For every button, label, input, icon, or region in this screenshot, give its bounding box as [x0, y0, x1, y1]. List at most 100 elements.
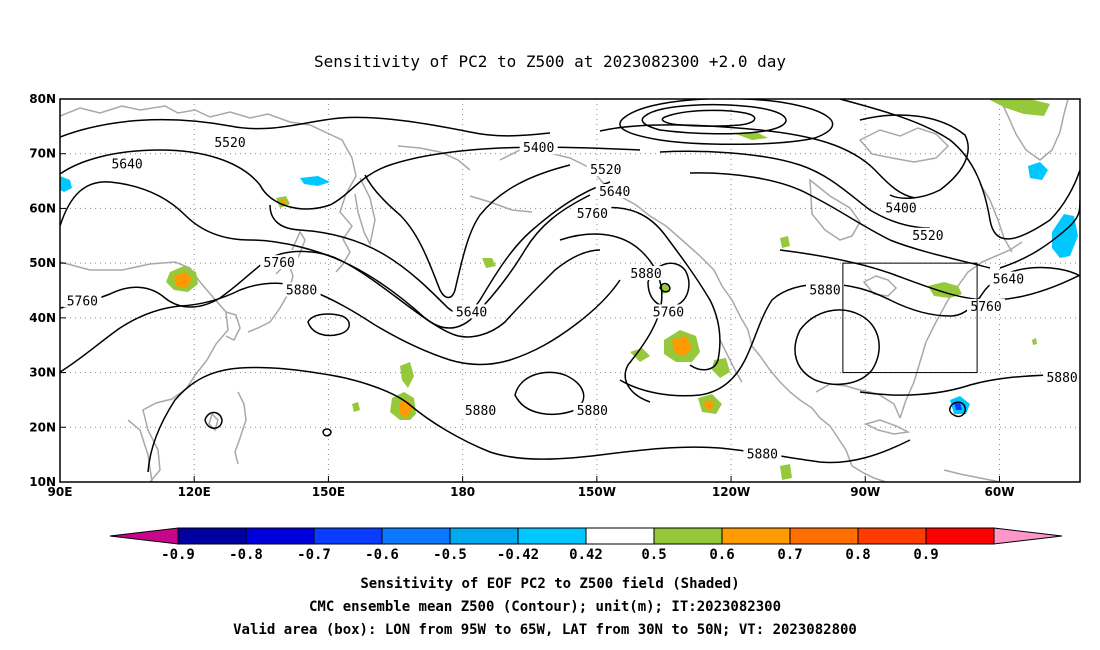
shade-strong-west-pacific	[174, 272, 192, 288]
colorbar-swatch	[177, 527, 247, 545]
shade-positive-valid-box	[928, 282, 962, 298]
contour-label-background	[649, 304, 688, 319]
contour-label-text: 5880	[747, 448, 778, 463]
colorbar-low-extension	[109, 527, 179, 545]
contour-label: 5880	[282, 282, 321, 299]
caption: Sensitivity of EOF PC2 to Z500 field (Sh…	[233, 576, 857, 638]
contour-label: 5640	[989, 271, 1028, 288]
colorbar-swatch	[789, 527, 859, 545]
caption-line-1: Sensitivity of EOF PC2 to Z500 field (Sh…	[360, 576, 739, 592]
contour-5640-east	[689, 172, 991, 269]
shade-positive-arctic	[736, 132, 768, 140]
contour-label: 5880	[743, 446, 782, 463]
coastline-philippines	[234, 391, 247, 465]
contour-5760-east	[779, 249, 1080, 301]
contour-label-text: 5880	[809, 284, 840, 299]
contour-label-text: 5640	[111, 158, 142, 173]
contour-5760-cutoff-inner	[659, 282, 671, 293]
colorbar-swatch	[925, 527, 995, 545]
colorbar-swatch	[857, 527, 927, 545]
lat-tick-label: 80N	[29, 92, 56, 106]
contour-label-background	[282, 282, 321, 297]
colorbar-label: 0.7	[777, 547, 802, 563]
contour-5400-low	[619, 99, 834, 146]
contour-5880-loop	[514, 371, 585, 416]
colorbar-label: 0.42	[569, 547, 603, 563]
colorbar-label: -0.5	[433, 547, 467, 563]
contour-label: 5880	[627, 266, 666, 282]
colorbar-swatch	[585, 527, 655, 545]
coastline-great-lakes	[862, 275, 898, 297]
colorbar-label: -0.8	[229, 547, 263, 563]
colorbar-label: 0.5	[641, 547, 666, 563]
coastline-indochina	[127, 419, 153, 482]
contour-label-text: 5760	[264, 256, 295, 271]
contour-label: 5640	[452, 304, 491, 320]
contour-label-text: 5760	[970, 300, 1001, 315]
contour-5760-cutoff	[647, 262, 690, 308]
contour-label: 5880	[806, 282, 844, 299]
coastline-chukotka	[397, 145, 471, 171]
lat-lon-gridlines	[60, 99, 1080, 482]
map-panel: 5520 5640 5400 5520 5640 5760 5400 5520 5640 5760…	[29, 92, 1082, 499]
coastline-kamchatka	[354, 177, 376, 247]
contour-label: 5760	[260, 255, 299, 271]
contour-label-text: 5400	[523, 141, 554, 156]
contour-label-background	[595, 184, 634, 199]
contour-label-text: 5880	[630, 267, 661, 282]
contour-5400-east	[859, 114, 969, 200]
contour-label: 5760	[649, 304, 688, 320]
contour-label-text: 5520	[912, 229, 943, 244]
shade-strong-mexico	[704, 400, 714, 410]
colorbar-label: 0.9	[913, 547, 938, 563]
lon-tick-label: 90E	[48, 485, 73, 499]
coastline-baja	[719, 339, 743, 383]
colorbar-label: -0.9	[161, 547, 195, 563]
coastline-china	[60, 261, 229, 482]
contour-label: 5640	[108, 156, 147, 173]
contour-label-background	[108, 156, 147, 171]
contour-5880-small	[307, 313, 350, 337]
contour-5400-low-core	[661, 109, 756, 127]
contour-label: 5400	[882, 200, 921, 216]
colorbar-swatch	[653, 527, 723, 545]
contour-label-background	[452, 304, 491, 319]
figure-title: Sensitivity of PC2 to Z500 at 2023082300…	[314, 52, 786, 71]
colorbar-swatch	[449, 527, 519, 545]
contour-label-background	[461, 402, 500, 417]
shade-positive-canada	[780, 236, 790, 248]
contour-label-background	[586, 162, 625, 177]
shade-positive-california-west	[630, 348, 650, 362]
shade-negative-west-edge	[60, 176, 72, 192]
contour-label-background	[806, 282, 844, 297]
shade-positive-date-line	[482, 258, 496, 268]
shade-negative-north-pacific	[300, 176, 330, 186]
lat-tick-label: 40N	[29, 311, 56, 325]
shade-positive-greenland	[988, 99, 1050, 116]
contour-label-text: 5640	[456, 305, 487, 320]
contour-label-background	[1043, 370, 1082, 385]
contour-label: 5640	[595, 184, 634, 200]
contour-label-text: 5640	[599, 185, 630, 200]
contour-label: 5520	[908, 227, 947, 244]
contour-label: 5520	[586, 162, 625, 178]
contour-label: 5520	[211, 134, 249, 151]
contour-label: 5760	[573, 205, 612, 222]
coastline-south-america	[943, 469, 1001, 482]
colorbar-label: -0.7	[297, 547, 331, 563]
colorbar-label: 0.8	[845, 547, 870, 563]
colorbar: -0.9 -0.8 -0.7 -0.6 -0.5 -0.42 0.42 0.5 0.6 0.7 0.…	[109, 527, 1063, 563]
longitude-axis: 90E 120E 150E 180 150W 120W 90W 60W	[48, 476, 1014, 499]
coastline-hudson-bay	[809, 178, 861, 241]
colorbar-swatch	[721, 527, 791, 545]
contour-5880-box-loop	[794, 309, 880, 386]
contour-5880-caribbean	[949, 401, 967, 418]
contour-label: 5760	[63, 293, 102, 309]
coastline-central-america	[851, 465, 887, 482]
contour-label-text: 5640	[993, 273, 1024, 288]
colorbar-high-extension	[993, 527, 1063, 545]
coastline-siberia	[60, 105, 357, 273]
coastline-sakhalin	[291, 230, 306, 259]
contour-labels: 5520 5640 5400 5520 5640 5760 5400 5520 5640 5760…	[63, 134, 1082, 463]
